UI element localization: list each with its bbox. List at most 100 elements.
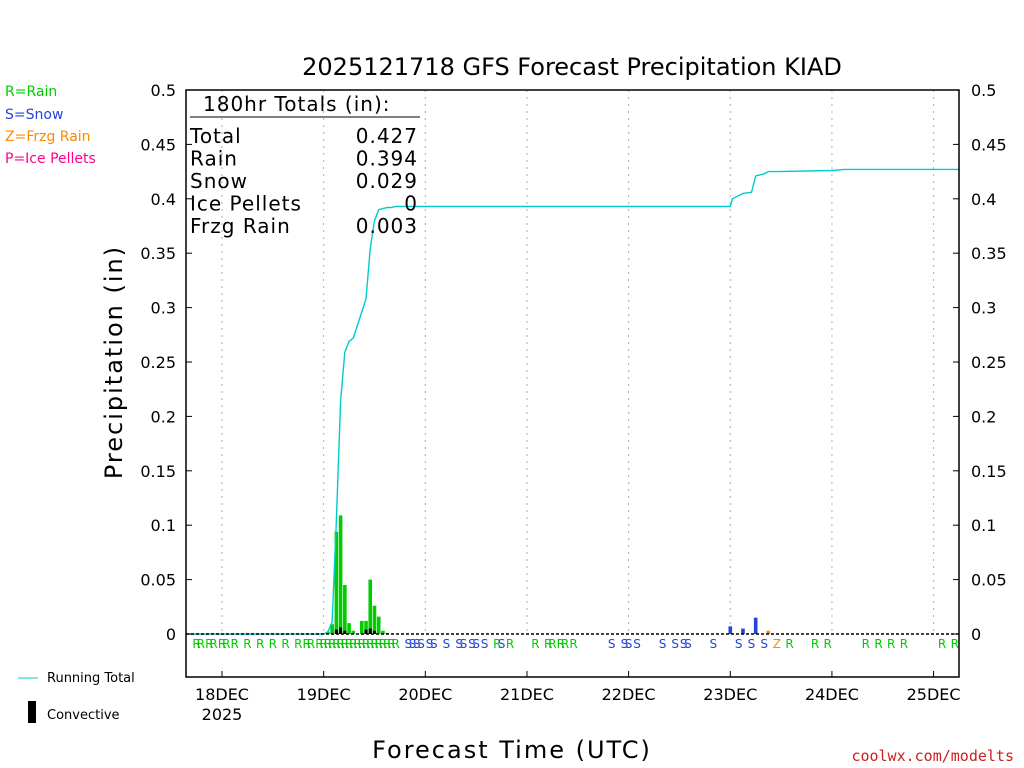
convective-bar (368, 628, 372, 634)
ptype-letter: S (735, 637, 743, 651)
legend-snow: S=Snow (5, 107, 63, 123)
x-axis-label: Forecast Time (UTC) (372, 736, 652, 764)
ptype-letter: S (608, 637, 616, 651)
y-tick-label-right: 0.15 (971, 462, 1007, 481)
ptype-letter: R (281, 637, 289, 651)
ptype-letter: R (383, 637, 391, 651)
totals-value: 0.394 (356, 147, 418, 171)
ptype-letter: R (557, 637, 565, 651)
plot-frame (185, 89, 960, 678)
ptype-letter: R (370, 637, 378, 651)
ptype-letter: R (319, 637, 327, 651)
ptype-letter: R (375, 637, 383, 651)
ptype-letter: S (430, 637, 438, 651)
ptype-letter: R (324, 637, 332, 651)
chart-title: 2025121718 GFS Forecast Precipitation KI… (302, 53, 842, 81)
bars-layer (326, 515, 771, 634)
ptype-letter: R (938, 637, 946, 651)
legend-ice-pellets: P=Ice Pellets (5, 151, 96, 167)
ptype-letter: R (951, 637, 959, 651)
convective-bar (334, 629, 338, 634)
totals-label: Snow (190, 169, 248, 193)
legend-running-total-label: Running Total (47, 671, 135, 686)
totals-label: Ice Pellets (190, 192, 302, 216)
ptype-letter: R (544, 637, 552, 651)
precip-bar-rain (347, 623, 351, 634)
y-tick-label-right: 0.3 (971, 299, 996, 318)
ptype-letter: R (328, 637, 336, 651)
precip-bar-rain (326, 631, 330, 634)
totals-value: 0.427 (356, 124, 418, 148)
ptype-letter: R (874, 637, 882, 651)
precip-bar-rain (368, 579, 373, 634)
totals-rows: Total 0.427 Rain 0.394 Snow 0.029 Ice Pellets 0… (189, 124, 418, 238)
grid-lines (221, 90, 935, 634)
ptype-letter: R (192, 637, 200, 651)
ptype-letter: R (218, 637, 226, 651)
ptype-letter: R (231, 637, 239, 651)
ptype-letter: R (785, 637, 793, 651)
ptype-letter: R (349, 637, 357, 651)
x-tick-label: 18DEC (195, 685, 249, 704)
credit-link[interactable]: coolwx.com/modelts (851, 747, 1014, 765)
ptype-letter: R (811, 637, 819, 651)
ptype-letter: R (307, 637, 315, 651)
ptype-letter: R (824, 637, 832, 651)
x-tick-label: 21DEC (500, 685, 554, 704)
y-tick-label-right: 0.35 (971, 244, 1007, 263)
x-tick-label: 25DEC (907, 685, 961, 704)
y-ticks-right: 0 0.05 0.1 0.15 0.2 0.25 0.3 0.35 0.4 0.45 0.5 (953, 81, 1007, 644)
legend-convective-swatch (28, 701, 36, 723)
ptype-letter: R (336, 637, 344, 651)
x-tick-label: 19DEC (297, 685, 351, 704)
ptype-letter: R (362, 637, 370, 651)
ptype-letter: R (366, 637, 374, 651)
ptype-letter: S (481, 637, 489, 651)
precip-bar-rain (359, 620, 364, 634)
ptype-letter: S (625, 637, 633, 651)
y-tick-label-left: 0.3 (151, 299, 176, 318)
ptype-letter: R (209, 637, 217, 651)
ptype-letter: R (294, 637, 302, 651)
ptype-letter: R (531, 637, 539, 651)
totals-value: 0.029 (356, 169, 418, 193)
precip-bar-rain (343, 585, 347, 634)
ptype-letter: R (256, 637, 264, 651)
precip-bar-snow (753, 617, 758, 634)
ptype-letter: S (455, 637, 463, 651)
y-tick-label-right: 0.45 (971, 135, 1007, 154)
y-tick-label-right: 0.2 (971, 407, 996, 426)
ptype-letter: S (426, 637, 434, 651)
ptype-letter: R (569, 637, 577, 651)
ptype-letter: R (387, 637, 395, 651)
precip-bar-snow (741, 628, 745, 634)
y-tick-label-left: 0.1 (151, 516, 176, 535)
y-tick-label-left: 0.45 (140, 135, 176, 154)
totals-label: Total (189, 124, 242, 148)
convective-layer (334, 627, 376, 634)
x-tick-label: 22DEC (602, 685, 656, 704)
ptype-legend: R=Rain S=Snow Z=Frzg Rain P=Ice Pellets (5, 84, 96, 167)
ptype-letter: S (684, 637, 692, 651)
ptype-letter: R (345, 637, 353, 651)
y-tick-label-left: 0.35 (140, 244, 176, 263)
ptype-letter: R (243, 637, 251, 651)
ptype-letter: S (468, 637, 476, 651)
precip-bar-rain (334, 531, 339, 634)
convective-bar (364, 629, 368, 634)
ptype-letter: R (506, 637, 514, 651)
ptype-letter: S (760, 637, 768, 651)
ptype-letter: R (341, 637, 349, 651)
precip-bar-snow (728, 626, 733, 634)
ptype-letter: S (633, 637, 641, 651)
ptype-letter: S (659, 637, 667, 651)
y-tick-label-left: 0.05 (140, 571, 176, 590)
ptype-letter: S (417, 637, 425, 651)
ptype-letter: S (443, 637, 451, 651)
y-tick-label-right: 0.05 (971, 571, 1007, 590)
totals-box: 180hr Totals (in): Total 0.427 Rain 0.394 Sn… (189, 92, 420, 238)
ptype-letter: S (413, 637, 421, 651)
ptype-letter: R (862, 637, 870, 651)
totals-label: Frzg Rain (190, 214, 291, 238)
